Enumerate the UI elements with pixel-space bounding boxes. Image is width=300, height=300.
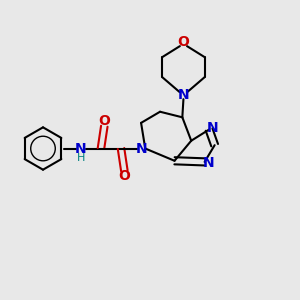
Text: O: O — [118, 169, 130, 183]
Text: O: O — [98, 115, 110, 128]
Text: N: N — [202, 156, 214, 170]
Text: N: N — [135, 142, 147, 155]
Text: O: O — [178, 35, 189, 49]
Text: H: H — [77, 153, 86, 163]
Text: N: N — [75, 142, 87, 155]
Text: N: N — [207, 122, 218, 135]
Text: N: N — [178, 88, 189, 102]
